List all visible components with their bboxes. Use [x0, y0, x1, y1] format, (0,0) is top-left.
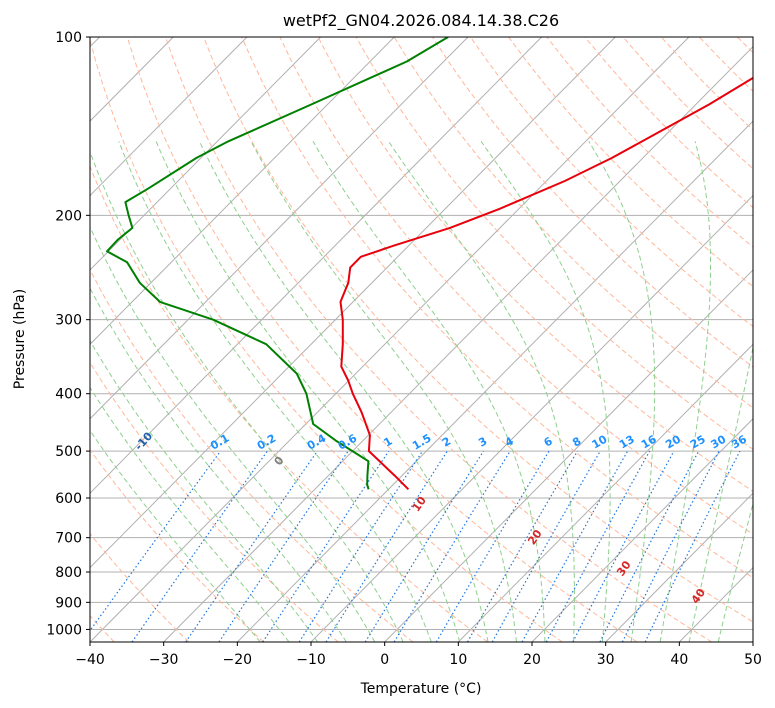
moist-adiabat-line: [688, 344, 753, 642]
x-tick-label: −30: [149, 652, 179, 668]
x-tick-label: 0: [380, 652, 389, 668]
moist-adiabat-line: [717, 501, 753, 642]
isotherm-line: [384, 269, 753, 642]
x-tick-label: 20: [523, 652, 541, 668]
mixing-ratio-lines: [90, 450, 741, 642]
x-tick-label: 30: [597, 652, 615, 668]
moist-adiabat-line: [588, 141, 656, 642]
moist-adiabat-line: [118, 141, 432, 642]
isotherm-line: [90, 37, 542, 494]
isotherm-line: [163, 46, 753, 642]
y-tick-label: 700: [55, 531, 82, 547]
mixing-ratio-line: [621, 450, 720, 642]
mixing-ratio-line: [131, 450, 268, 642]
dry-adiabat-line: [126, 37, 638, 642]
mixing-ratio-line: [90, 450, 221, 632]
profile-series: [106, 37, 753, 491]
moist-adiabat-line: [388, 141, 575, 642]
dry-adiabat-line: [355, 37, 753, 450]
y-tick-label: 800: [55, 565, 82, 581]
isotherm-line: [531, 418, 753, 642]
dewpoint-profile-line: [106, 37, 449, 490]
y-tick-label: 600: [55, 491, 82, 507]
isotherm-line: [90, 37, 248, 197]
isotherm-line: [90, 37, 395, 346]
x-tick-label: −10: [296, 652, 326, 668]
moist-adiabat-line: [90, 225, 376, 642]
mixing-ratio-line: [218, 450, 349, 642]
moist-adiabat-line: [90, 150, 404, 642]
mixing-ratio-line: [325, 450, 448, 642]
mixing-ratio-line: [298, 450, 424, 642]
y-tick-label: 300: [55, 313, 82, 329]
y-axis-label: Pressure (hPa): [12, 289, 28, 389]
moist-adiabat-line: [250, 141, 517, 642]
mixing-ratio-line: [185, 450, 318, 642]
dry-adiabat-line: [317, 37, 753, 493]
dry-adiabat-line: [165, 37, 712, 642]
y-tick-label: 200: [55, 208, 82, 224]
y-tick-label: 500: [55, 444, 82, 460]
moist-adiabat-line: [155, 141, 461, 642]
moist-adiabat-line: [90, 287, 347, 642]
y-tick-label: 1000: [46, 622, 82, 638]
moist-adiabat-line: [90, 339, 319, 642]
mixing-ratio-line: [393, 450, 511, 642]
moist-adiabats: [90, 141, 753, 642]
mixing-ratio-line: [644, 450, 741, 642]
x-tick-label: −40: [75, 652, 105, 668]
y-tick-label: 400: [55, 387, 82, 403]
isotherm-line: [90, 37, 690, 642]
dry-adiabat-line: [90, 532, 190, 642]
mixing-ratio-line: [364, 450, 485, 642]
dry-adiabat-line: [90, 268, 414, 642]
y-axis-ticks: 100 200 300 400 500 600 700 800 900 1000: [46, 30, 90, 638]
x-tick-label: 10: [449, 652, 467, 668]
isotherm-line: [605, 492, 753, 642]
dry-adiabat-line: [203, 37, 753, 623]
x-tick-label: 40: [670, 652, 688, 668]
isotherm-line: [90, 37, 616, 569]
dry-adiabat-line: [279, 37, 753, 535]
x-axis-ticks: −40 −30 −20 −10 0 10 20 30 40 50: [75, 642, 762, 668]
moist-adiabat-line: [480, 141, 611, 642]
moist-adiabat-line: [312, 141, 546, 642]
mixing-ratio-line: [545, 450, 651, 642]
dry-adiabat-line: [431, 37, 753, 368]
moist-adiabat-line: [90, 386, 290, 642]
x-tick-label: 50: [744, 652, 762, 668]
mixing-ratio-line: [491, 450, 601, 642]
y-tick-label: 900: [55, 595, 82, 611]
x-axis-label: Temperature (°C): [360, 681, 482, 697]
isotherm-line: [90, 37, 321, 271]
isotherm-line: [457, 343, 753, 642]
dry-adiabats: [90, 37, 753, 642]
dry-adiabat-line: [90, 164, 488, 642]
mixing-ratio-line: [521, 450, 629, 642]
x-tick-label: −20: [223, 652, 253, 668]
plot-frame: [89, 36, 754, 643]
moist-adiabat-line: [659, 141, 711, 642]
mixing-ratio-line: [572, 450, 675, 642]
isotherm-grid: [90, 37, 753, 642]
isotherm-line: [236, 120, 753, 642]
isotherm-line: [90, 37, 469, 420]
dry-adiabat-line: [470, 37, 753, 328]
moist-adiabat-line: [90, 429, 261, 642]
y-tick-label: 100: [55, 30, 82, 46]
plot-area: -100-90-80-70-60-50-40-30-20-100.10.20.4…: [90, 37, 753, 642]
mixing-ratio-line: [262, 450, 390, 642]
moist-adiabat-line: [199, 141, 489, 642]
temperature-profile-line: [339, 76, 753, 491]
chart-title: wetPf2_GN04.2026.084.14.38.C26: [283, 11, 559, 31]
